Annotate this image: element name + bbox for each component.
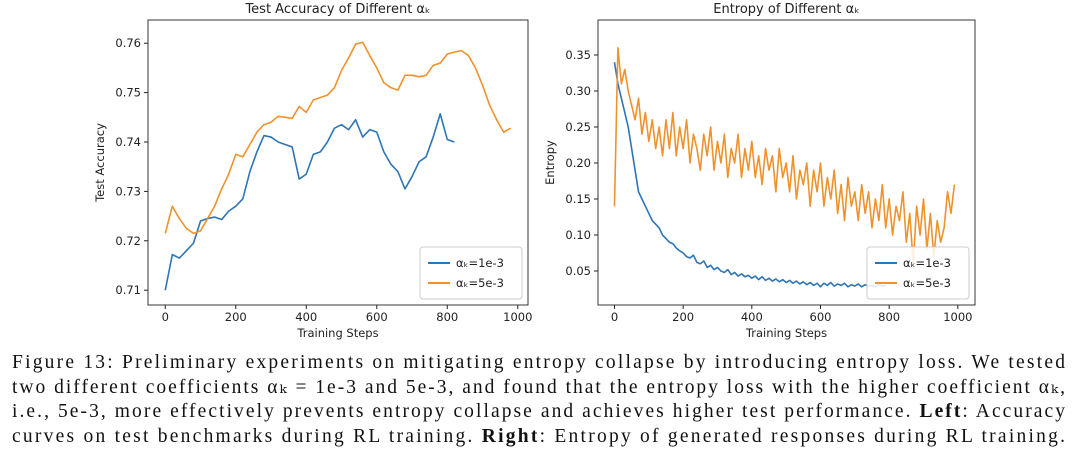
- x-tick-label: 200: [225, 310, 247, 324]
- caption-text: curves on test benchmarks during RL trai…: [12, 426, 480, 447]
- x-tick-label: 400: [741, 310, 763, 324]
- chart-title: Entropy of Different αₖ: [713, 2, 860, 17]
- chart-title: Test Accuracy of Different αₖ: [244, 2, 430, 17]
- series-line: [164, 113, 455, 291]
- caption-text: : Accuracy: [962, 401, 1065, 422]
- legend-label: αₖ=5e-3: [456, 276, 504, 290]
- caption-bold: Left: [919, 401, 960, 422]
- x-axis-label: Training Steps: [745, 326, 827, 340]
- y-axis-label: Test Accuracy: [93, 123, 107, 203]
- x-tick-label: 1000: [503, 310, 532, 324]
- caption-line: i.e., 5e-3, more effectively prevents en…: [12, 401, 1065, 422]
- y-tick-label: 0.35: [565, 48, 591, 62]
- series-line: [613, 46, 956, 265]
- x-tick-label: 800: [436, 310, 458, 324]
- chart: Entropy of Different αₖ 0 200 400 600 800 1000…: [543, 2, 976, 340]
- x-axis-label: Training Steps: [296, 326, 378, 340]
- y-tick-label: 0.20: [565, 156, 591, 170]
- caption-line: two different coefficients αₖ = 1e-3 and…: [12, 377, 1065, 398]
- y-tick-label: 0.75: [115, 86, 141, 100]
- y-tick-label: 0.73: [115, 184, 141, 198]
- y-tick-label: 0.71: [115, 283, 141, 297]
- charts: Test Accuracy of Different αₖ 0 200 400 600 8…: [93, 2, 976, 340]
- x-tick-label: 600: [810, 310, 832, 324]
- legend-label: αₖ=1e-3: [903, 256, 951, 270]
- series-line: [164, 41, 512, 235]
- y-axis-label: Entropy: [543, 140, 557, 185]
- caption-text: two different coefficients αₖ = 1e-3 and…: [12, 377, 1065, 398]
- caption-text: i.e., 5e-3, more effectively prevents en…: [12, 401, 917, 422]
- x-tick-label: 0: [611, 310, 618, 324]
- y-tick-label: 0.76: [115, 36, 141, 50]
- legend-box: [866, 246, 970, 300]
- caption-line: curves on test benchmarks during RL trai…: [12, 426, 1065, 447]
- legend: αₖ=1e-3 αₖ=5e-3: [866, 246, 970, 300]
- caption-text: : Entropy of generated responses during …: [540, 426, 1065, 447]
- x-tick-label: 800: [878, 310, 900, 324]
- plot-frame: [147, 19, 529, 306]
- y-tick-label: 0.25: [565, 120, 591, 134]
- caption-bold: Right: [482, 426, 538, 447]
- y-tick-label: 0.74: [115, 135, 141, 149]
- chart: Test Accuracy of Different αₖ 0 200 400 600 8…: [93, 2, 532, 340]
- x-tick-label: 400: [295, 310, 317, 324]
- y-tick-label: 0.15: [565, 192, 591, 206]
- y-tick-label: 0.05: [565, 264, 591, 278]
- series-line: [613, 62, 886, 288]
- legend-box: [419, 246, 523, 300]
- x-tick-label: 200: [672, 310, 694, 324]
- x-tick-label: 600: [366, 310, 388, 324]
- plot-frame: [597, 19, 976, 306]
- y-tick-label: 0.72: [115, 234, 141, 248]
- y-tick-label: 0.10: [565, 228, 591, 242]
- legend-label: αₖ=1e-3: [456, 256, 504, 270]
- x-tick-label: 0: [162, 310, 169, 324]
- y-tick-label: 0.30: [565, 84, 591, 98]
- caption-text: Figure 13: Preliminary experiments on mi…: [12, 352, 1065, 373]
- legend-label: αₖ=5e-3: [903, 276, 951, 290]
- caption-line: Figure 13: Preliminary experiments on mi…: [12, 352, 1065, 373]
- x-tick-label: 1000: [943, 310, 972, 324]
- caption: Figure 13: Preliminary experiments on mi…: [12, 352, 1065, 447]
- legend: αₖ=1e-3 αₖ=5e-3: [419, 246, 523, 300]
